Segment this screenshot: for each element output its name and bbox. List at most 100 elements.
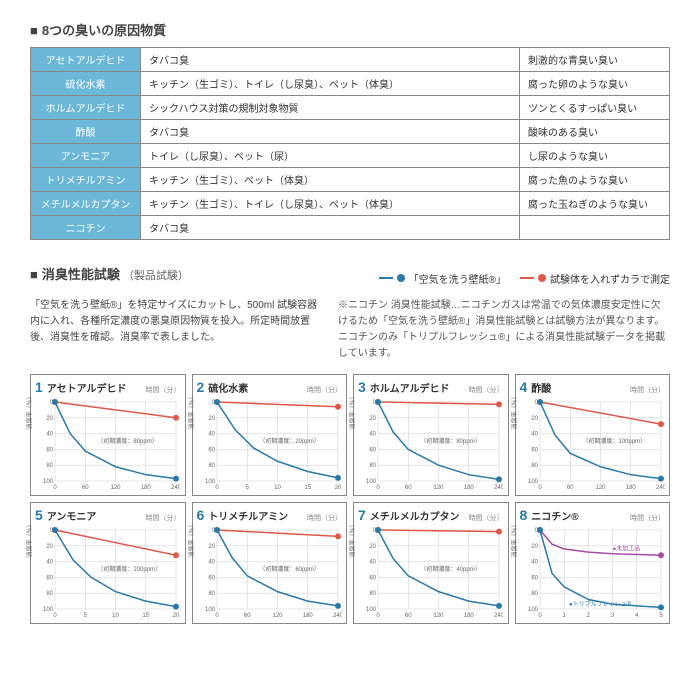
y-axis-label: 消臭率（％） xyxy=(186,521,195,557)
section2-title: 消臭性能試験 xyxy=(30,267,120,282)
time-label: 時間（分） xyxy=(307,385,342,395)
chart-svg: 020406080100060120180240（初期濃度：40ppm） xyxy=(358,526,503,621)
chart-cell: 8 ニコチン® 時間（分） 消臭率（％） 020406080100012345●… xyxy=(515,502,671,624)
legend-blue-label: 「空気を洗う壁紙®」 xyxy=(409,271,506,286)
table-row: ニコチンタバコ臭 xyxy=(31,216,670,240)
chart-number: 2 xyxy=(197,379,205,395)
svg-text:5: 5 xyxy=(84,613,88,619)
svg-text:180: 180 xyxy=(464,613,475,619)
time-label: 時間（分） xyxy=(146,513,181,523)
info-left-text: 「空気を洗う壁紙®」を特定サイズにカットし、500ml 試験容器内に入れ、各種所… xyxy=(30,298,318,346)
svg-text:180: 180 xyxy=(141,485,152,491)
svg-text:40: 40 xyxy=(46,431,53,437)
svg-text:15: 15 xyxy=(304,485,311,491)
svg-text:120: 120 xyxy=(595,485,606,491)
table-row: 硫化水素キッチン（生ゴミ）、トイレ（し尿臭）、ペット（体臭）腐った卵のような臭い xyxy=(31,72,670,96)
table-row: アセトアルデヒドタバコ臭刺激的な青臭い臭い xyxy=(31,48,670,72)
svg-text:4: 4 xyxy=(635,613,639,619)
chart-svg: 020406080100060120180240（初期濃度：80ppm） xyxy=(358,398,503,493)
chart-svg: 020406080100060120180240（初期濃度：80ppm） xyxy=(35,398,180,493)
table-row: アンモニアトイレ（し尿臭）、ペット（尿）し尿のような臭い xyxy=(31,144,670,168)
chart-cell: 4 酢酸 時間（分） 消臭率（％） 0204060801000601201802… xyxy=(515,374,671,496)
svg-text:40: 40 xyxy=(531,559,538,565)
svg-text:40: 40 xyxy=(46,559,53,565)
svg-text:0: 0 xyxy=(376,485,380,491)
svg-text:100: 100 xyxy=(43,607,54,613)
legend: 「空気を洗う壁紙®」 試験体を入れずカラで測定 xyxy=(379,271,670,286)
svg-text:80: 80 xyxy=(46,463,53,469)
svg-text:100: 100 xyxy=(366,607,377,613)
svg-text:240: 240 xyxy=(494,485,503,491)
svg-text:100: 100 xyxy=(204,479,215,485)
svg-text:20: 20 xyxy=(208,543,215,549)
chart-name: トリメチルアミン xyxy=(208,508,288,523)
svg-text:60: 60 xyxy=(369,447,376,453)
svg-text:10: 10 xyxy=(112,613,119,619)
chart-number: 5 xyxy=(35,507,43,523)
time-label: 時間（分） xyxy=(469,385,504,395)
chart-cell: 3 ホルムアルデヒド 時間（分） 消臭率（％） 0204060801000601… xyxy=(353,374,509,496)
svg-text:0: 0 xyxy=(215,485,219,491)
chart-name: 硫化水素 xyxy=(208,380,248,395)
info-right-text: ※ニコチン 消臭性能試験…ニコチンガスは常温での気体濃度安定性に欠けるため「空気… xyxy=(338,298,670,362)
svg-text:20: 20 xyxy=(369,543,376,549)
svg-text:1: 1 xyxy=(562,613,566,619)
svg-text:0: 0 xyxy=(215,613,219,619)
svg-text:20: 20 xyxy=(208,415,215,421)
svg-text:20: 20 xyxy=(531,415,538,421)
chart-name: 酢酸 xyxy=(531,380,551,395)
svg-text:180: 180 xyxy=(302,613,313,619)
section1-title: 8つの臭いの原因物質 xyxy=(30,20,670,39)
svg-text:40: 40 xyxy=(208,431,215,437)
table-row: メチルメルカプタンキッチン（生ゴミ）、トイレ（し尿臭）、ペット（体臭）腐った玉ね… xyxy=(31,192,670,216)
table-row: トリメチルアミンキッチン（生ゴミ）、ペット（体臭）腐った魚のような臭い xyxy=(31,168,670,192)
svg-text:0: 0 xyxy=(376,613,380,619)
chart-svg: 020406080100060120180240（初期濃度：60ppm） xyxy=(197,526,342,621)
svg-text:180: 180 xyxy=(625,485,636,491)
svg-text:3: 3 xyxy=(610,613,614,619)
chart-name: アセトアルデヒド xyxy=(47,380,127,395)
svg-text:80: 80 xyxy=(208,591,215,597)
y-axis-label: 消臭率（％） xyxy=(25,393,34,429)
chart-cell: 7 メチルメルカプタン 時間（分） 消臭率（％） 020406080100060… xyxy=(353,502,509,624)
svg-text:60: 60 xyxy=(208,447,215,453)
svg-text:60: 60 xyxy=(243,613,250,619)
svg-text:120: 120 xyxy=(433,485,444,491)
table-row: 酢酸タバコ臭酸味のある臭い xyxy=(31,120,670,144)
svg-text:60: 60 xyxy=(46,575,53,581)
svg-text:●未加工品: ●未加工品 xyxy=(612,544,640,552)
svg-text:240: 240 xyxy=(332,613,341,619)
svg-text:20: 20 xyxy=(173,613,180,619)
svg-text:120: 120 xyxy=(110,485,121,491)
svg-text:5: 5 xyxy=(245,485,249,491)
svg-text:（初期濃度：20ppm）: （初期濃度：20ppm） xyxy=(259,437,319,445)
chart-cell: 2 硫化水素 時間（分） 消臭率（％） 02040608010005101520… xyxy=(192,374,348,496)
chart-cell: 6 トリメチルアミン 時間（分） 消臭率（％） 0204060801000601… xyxy=(192,502,348,624)
chart-number: 1 xyxy=(35,379,43,395)
chart-number: 6 xyxy=(197,507,205,523)
svg-text:60: 60 xyxy=(405,485,412,491)
chart-grid: 1 アセトアルデヒド 時間（分） 消臭率（％） 0204060801000601… xyxy=(30,374,670,624)
svg-text:40: 40 xyxy=(369,431,376,437)
chart-number: 7 xyxy=(358,507,366,523)
svg-text:40: 40 xyxy=(369,559,376,565)
time-label: 時間（分） xyxy=(630,385,665,395)
legend-red-label: 試験体を入れずカラで測定 xyxy=(550,271,670,286)
svg-text:60: 60 xyxy=(208,575,215,581)
svg-text:0: 0 xyxy=(538,613,542,619)
svg-text:240: 240 xyxy=(171,485,180,491)
svg-text:80: 80 xyxy=(531,463,538,469)
time-label: 時間（分） xyxy=(630,513,665,523)
svg-text:240: 240 xyxy=(655,485,664,491)
svg-text:（初期濃度：100ppm）: （初期濃度：100ppm） xyxy=(582,437,646,445)
svg-text:（初期濃度：200ppm）: （初期濃度：200ppm） xyxy=(97,565,161,573)
svg-text:100: 100 xyxy=(527,607,538,613)
time-label: 時間（分） xyxy=(469,513,504,523)
svg-text:10: 10 xyxy=(274,485,281,491)
y-axis-label: 消臭率（％） xyxy=(348,521,357,557)
svg-text:80: 80 xyxy=(46,591,53,597)
svg-text:40: 40 xyxy=(208,559,215,565)
svg-text:120: 120 xyxy=(433,613,444,619)
chart-cell: 1 アセトアルデヒド 時間（分） 消臭率（％） 0204060801000601… xyxy=(30,374,186,496)
chart-svg: 020406080100060120180240（初期濃度：100ppm） xyxy=(520,398,665,493)
